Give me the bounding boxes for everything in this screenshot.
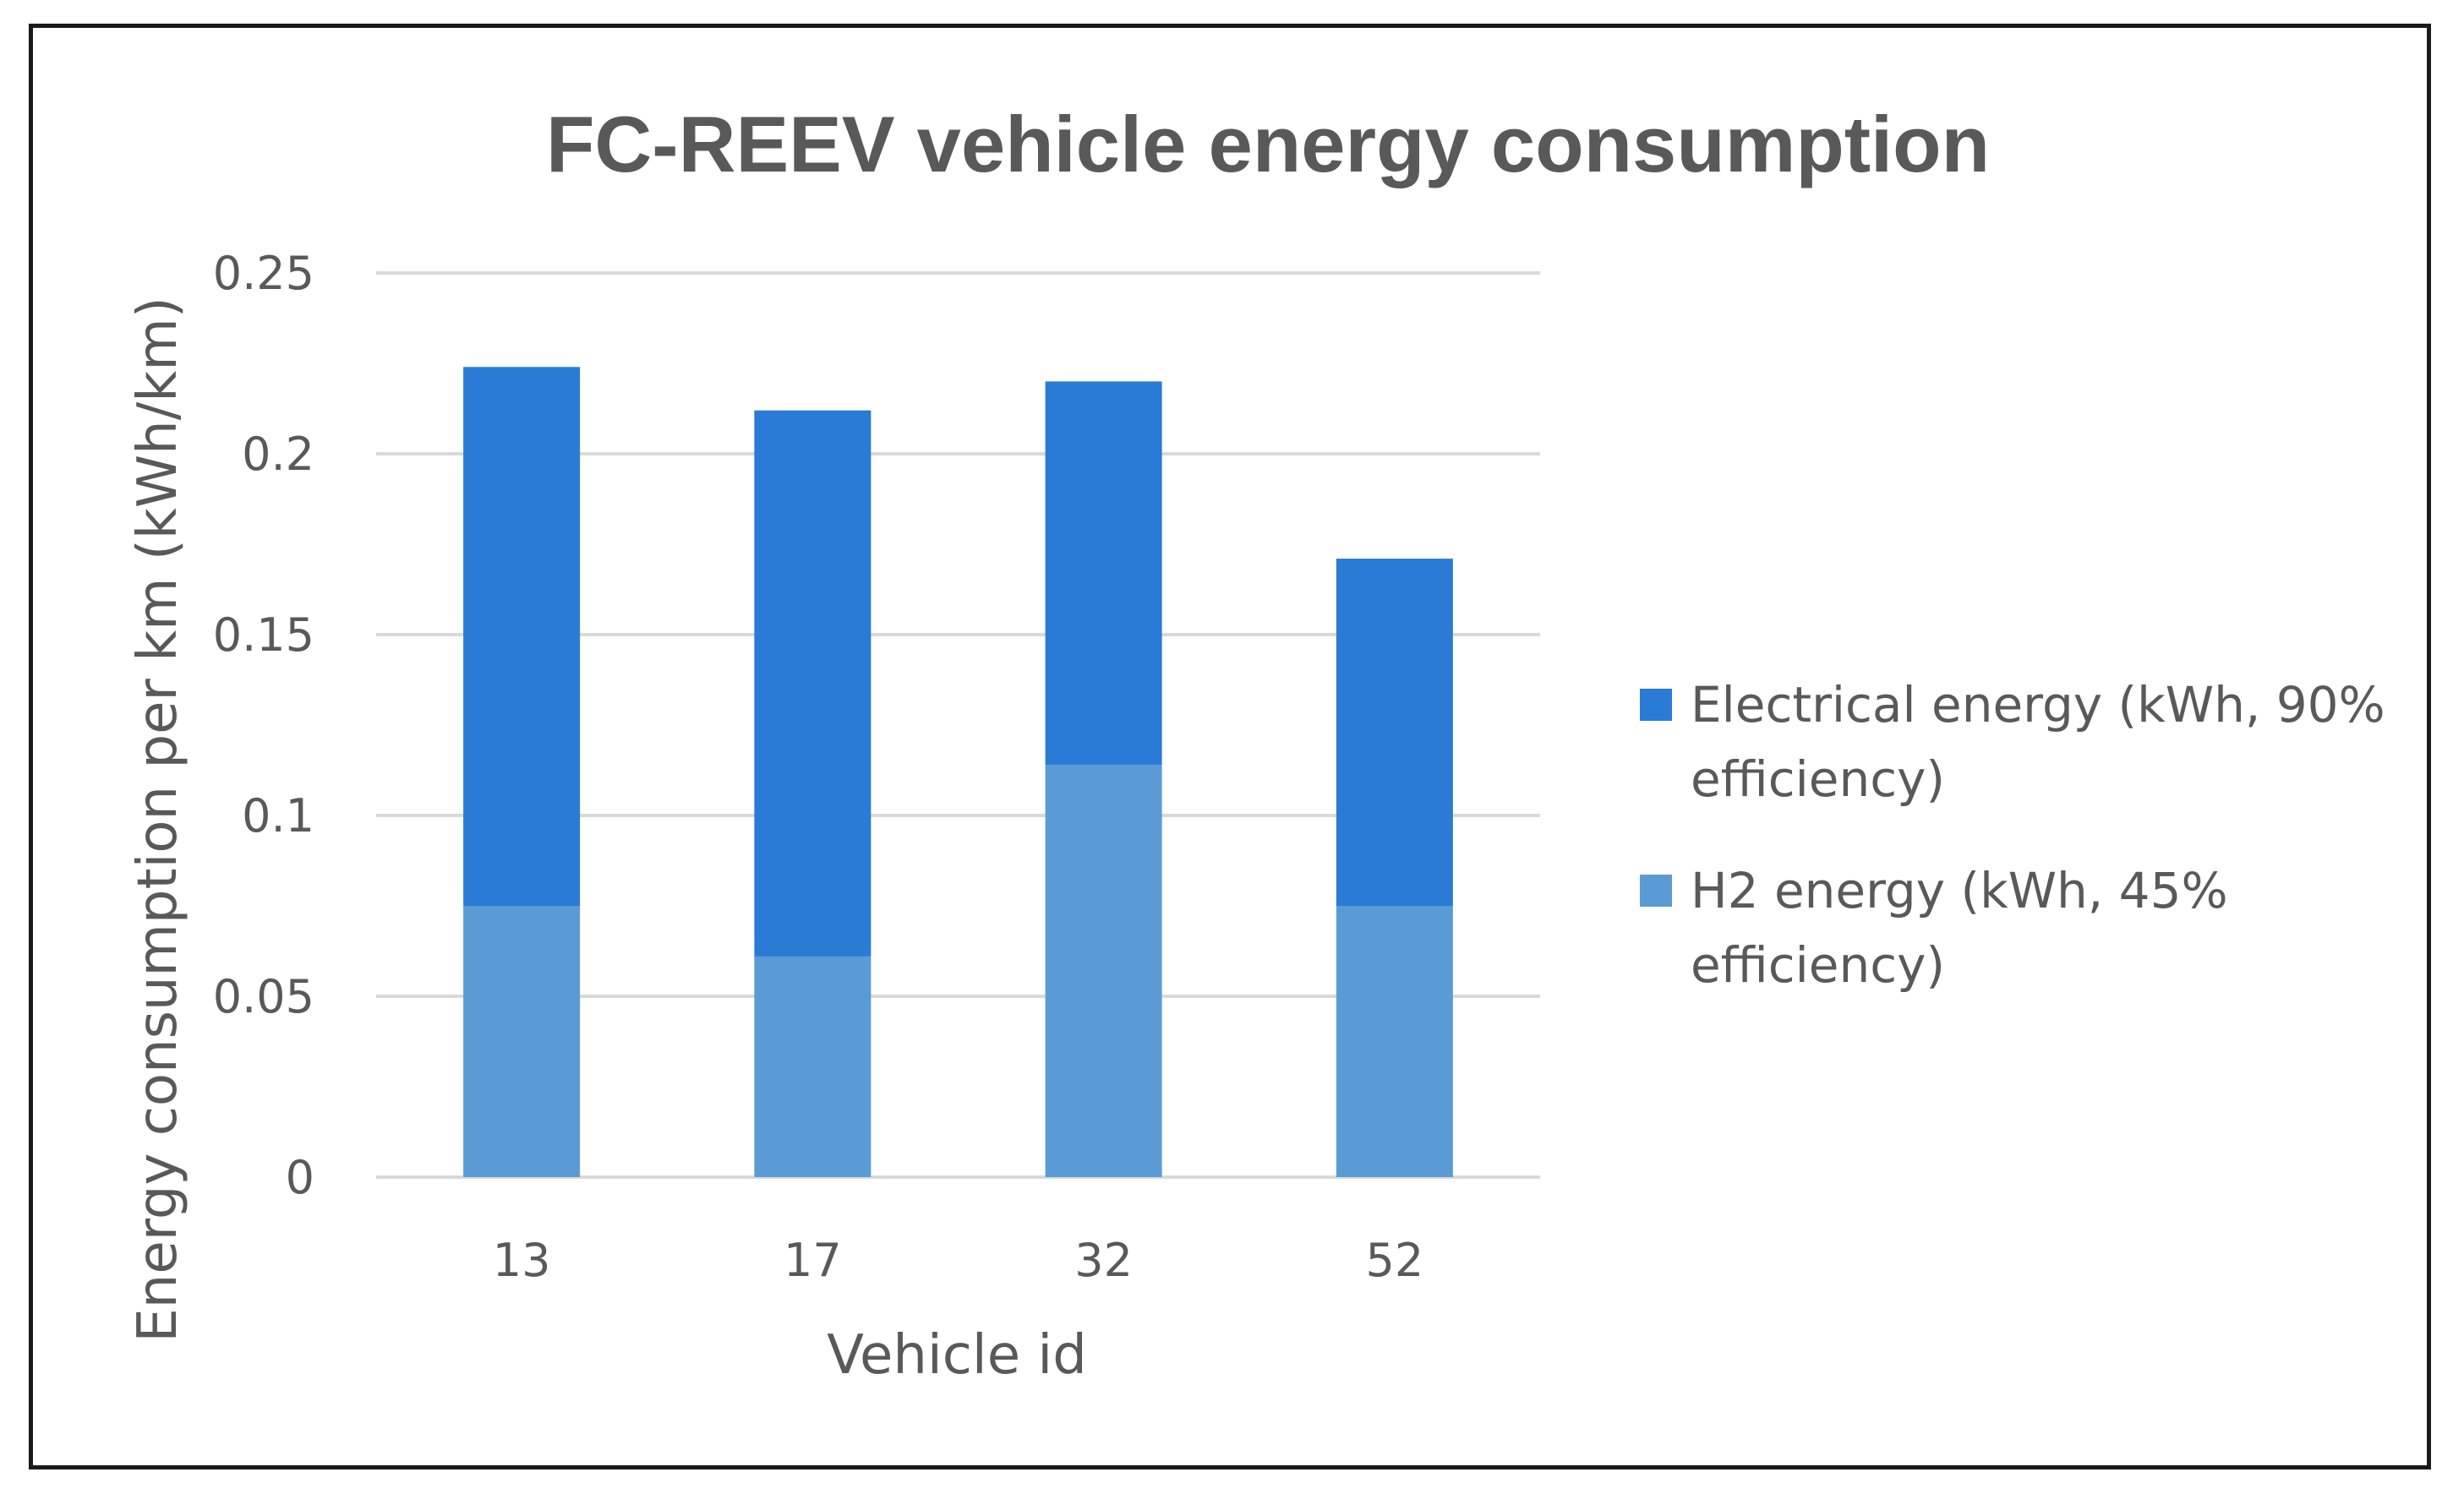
x-tick-labels: 13 17 32 52 [493,1234,1423,1287]
y-tick-label: 0.2 [242,428,314,481]
legend-swatch [1640,875,1672,907]
bar-segment-17-series-2 [754,410,871,957]
chart-title: FC-REEV vehicle energy consumption [546,100,1990,188]
bar-segment-32-series-2 [1045,381,1162,766]
y-tick-label: 0 [286,1151,314,1204]
legend-swatch [1640,689,1672,721]
legend-label: H2 energy (kWh, 45% [1691,862,2228,919]
legend-label: Electrical energy (kWh, 90% [1691,676,2385,733]
x-tick-label: 32 [1074,1234,1133,1287]
legend-label: efficiency) [1691,936,1945,994]
legend-label: efficiency) [1691,750,1945,808]
bar-segment-17-series-1 [754,956,871,1177]
bar-segment-13-series-1 [463,906,581,1177]
bar-segment-52-series-1 [1336,906,1453,1177]
bar-segment-52-series-2 [1336,559,1453,906]
legend: Electrical energy (kWh, 90% efficiency) H2… [1640,676,2385,994]
x-axis-title: Vehicle id [827,1324,1087,1387]
bars [463,367,1453,1177]
y-tick-label: 0.05 [213,970,314,1023]
bar-segment-32-series-1 [1045,765,1162,1177]
y-axis-title: Energy consumption per km (kWh/km) [127,297,189,1342]
y-tick-label: 0.1 [242,789,314,842]
y-tick-labels: 0 0.05 0.1 0.15 0.2 0.25 [213,247,314,1204]
chart-frame [29,24,2431,1469]
y-tick-label: 0.15 [213,608,314,662]
x-tick-label: 17 [784,1234,842,1287]
bar-segment-13-series-2 [463,367,581,906]
x-tick-label: 13 [493,1234,551,1287]
y-tick-label: 0.25 [213,247,314,300]
x-tick-label: 52 [1366,1234,1424,1287]
